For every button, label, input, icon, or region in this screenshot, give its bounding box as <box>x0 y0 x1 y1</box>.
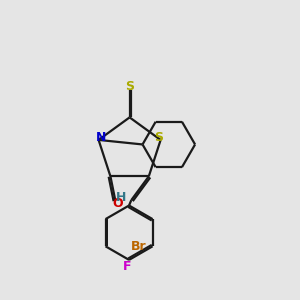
Text: S: S <box>154 131 163 144</box>
Text: N: N <box>96 131 106 144</box>
Text: S: S <box>125 80 134 93</box>
Text: F: F <box>122 260 131 273</box>
Text: O: O <box>113 197 123 210</box>
Text: H: H <box>116 191 127 204</box>
Text: Br: Br <box>131 240 147 253</box>
